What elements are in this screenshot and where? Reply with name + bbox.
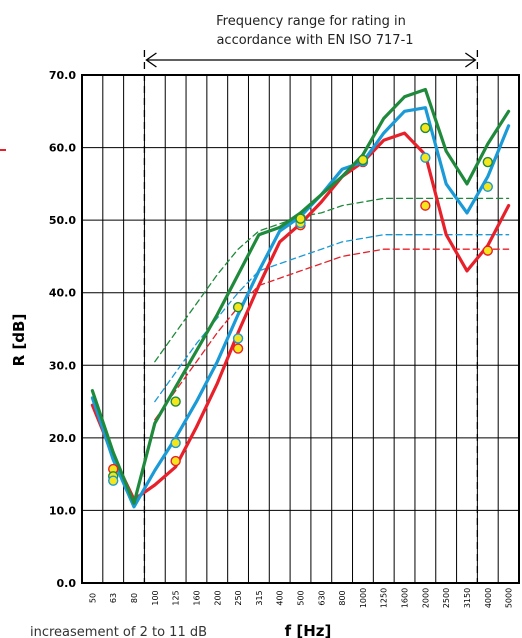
x-tick-label: 3150: [463, 588, 472, 608]
series-line-3: [90, 131, 511, 502]
y-tick-label: 30.0: [49, 359, 76, 372]
x-tick-label: 200: [213, 590, 222, 605]
series-line-5: [90, 87, 511, 505]
y-tick-label: 50.0: [49, 214, 76, 227]
y-tick-labels: 0.0 10.0 20.0 30.0 40.0 50.0 60.0 70.0: [49, 69, 76, 590]
annotation-line-2: accordance with EN ISO 717-1: [216, 33, 413, 48]
reference-line-0: [154, 248, 510, 421]
data-point-2: [108, 475, 119, 486]
annotation-line-1: Frequency range for rating in: [216, 14, 406, 29]
grid: [81, 74, 520, 584]
x-tick-label: 1600: [401, 588, 410, 608]
data-point-18: [482, 245, 493, 256]
chart-caption: increasement of 2 to 11 dB: [30, 625, 207, 638]
data-point-8: [232, 302, 244, 313]
data-points: [108, 122, 493, 486]
data-point-11: [295, 213, 306, 224]
y-tick-label: 10.0: [49, 504, 76, 517]
x-tick-label: 630: [317, 590, 326, 605]
y-tick-label: 40.0: [49, 287, 76, 300]
x-tick-label: 2500: [442, 588, 451, 608]
y-axis-label: R [dB]: [10, 314, 28, 367]
data-point-17: [420, 122, 431, 134]
y-tick-label: 0.0: [57, 577, 77, 590]
range-arrow-right-head: [465, 52, 477, 68]
x-tick-label: 80: [130, 593, 139, 603]
x-tick-label: 160: [192, 590, 201, 605]
x-tick-label: 50: [88, 593, 97, 603]
x-tick-label: 125: [172, 590, 181, 605]
data-point-7: [232, 333, 244, 344]
series-group: [90, 87, 511, 509]
reference-line-2: [154, 197, 510, 363]
y-tick-label: 60.0: [49, 142, 76, 155]
x-tick-label: 315: [255, 590, 264, 605]
data-point-16: [420, 152, 431, 163]
x-tick-label: 500: [297, 590, 306, 605]
x-axis-label: f [Hz]: [285, 622, 332, 638]
x-tick-label: 5000: [505, 588, 514, 608]
x-tick-label: 1250: [380, 588, 389, 608]
plot-frame: [81, 74, 520, 584]
x-tick-label: 2000: [421, 588, 430, 608]
y-tick-label: 20.0: [49, 432, 76, 445]
data-point-3: [170, 455, 181, 467]
x-tick-label: 250: [234, 590, 243, 605]
x-tick-label: 4000: [484, 588, 493, 608]
data-point-19: [482, 181, 493, 192]
x-tick-labels: 50 63 80 100 125 160 200 250 315 400 500 630 800 1000…: [88, 588, 513, 608]
data-point-6: [232, 343, 244, 354]
data-point-20: [482, 156, 493, 168]
x-tick-label: 1000: [359, 588, 368, 608]
x-tick-label: 63: [109, 593, 118, 603]
data-point-4: [170, 437, 181, 449]
y-tick-label: 70.0: [49, 69, 76, 82]
data-point-15: [420, 200, 431, 211]
data-point-14: [357, 154, 369, 166]
x-tick-label: 400: [276, 590, 285, 605]
data-point-5: [170, 396, 181, 407]
x-tick-label: 800: [338, 590, 347, 605]
reference-line-1: [154, 234, 510, 403]
series-line-4: [90, 106, 511, 509]
x-tick-label: 100: [151, 590, 160, 605]
range-arrow-left-head: [145, 52, 157, 68]
